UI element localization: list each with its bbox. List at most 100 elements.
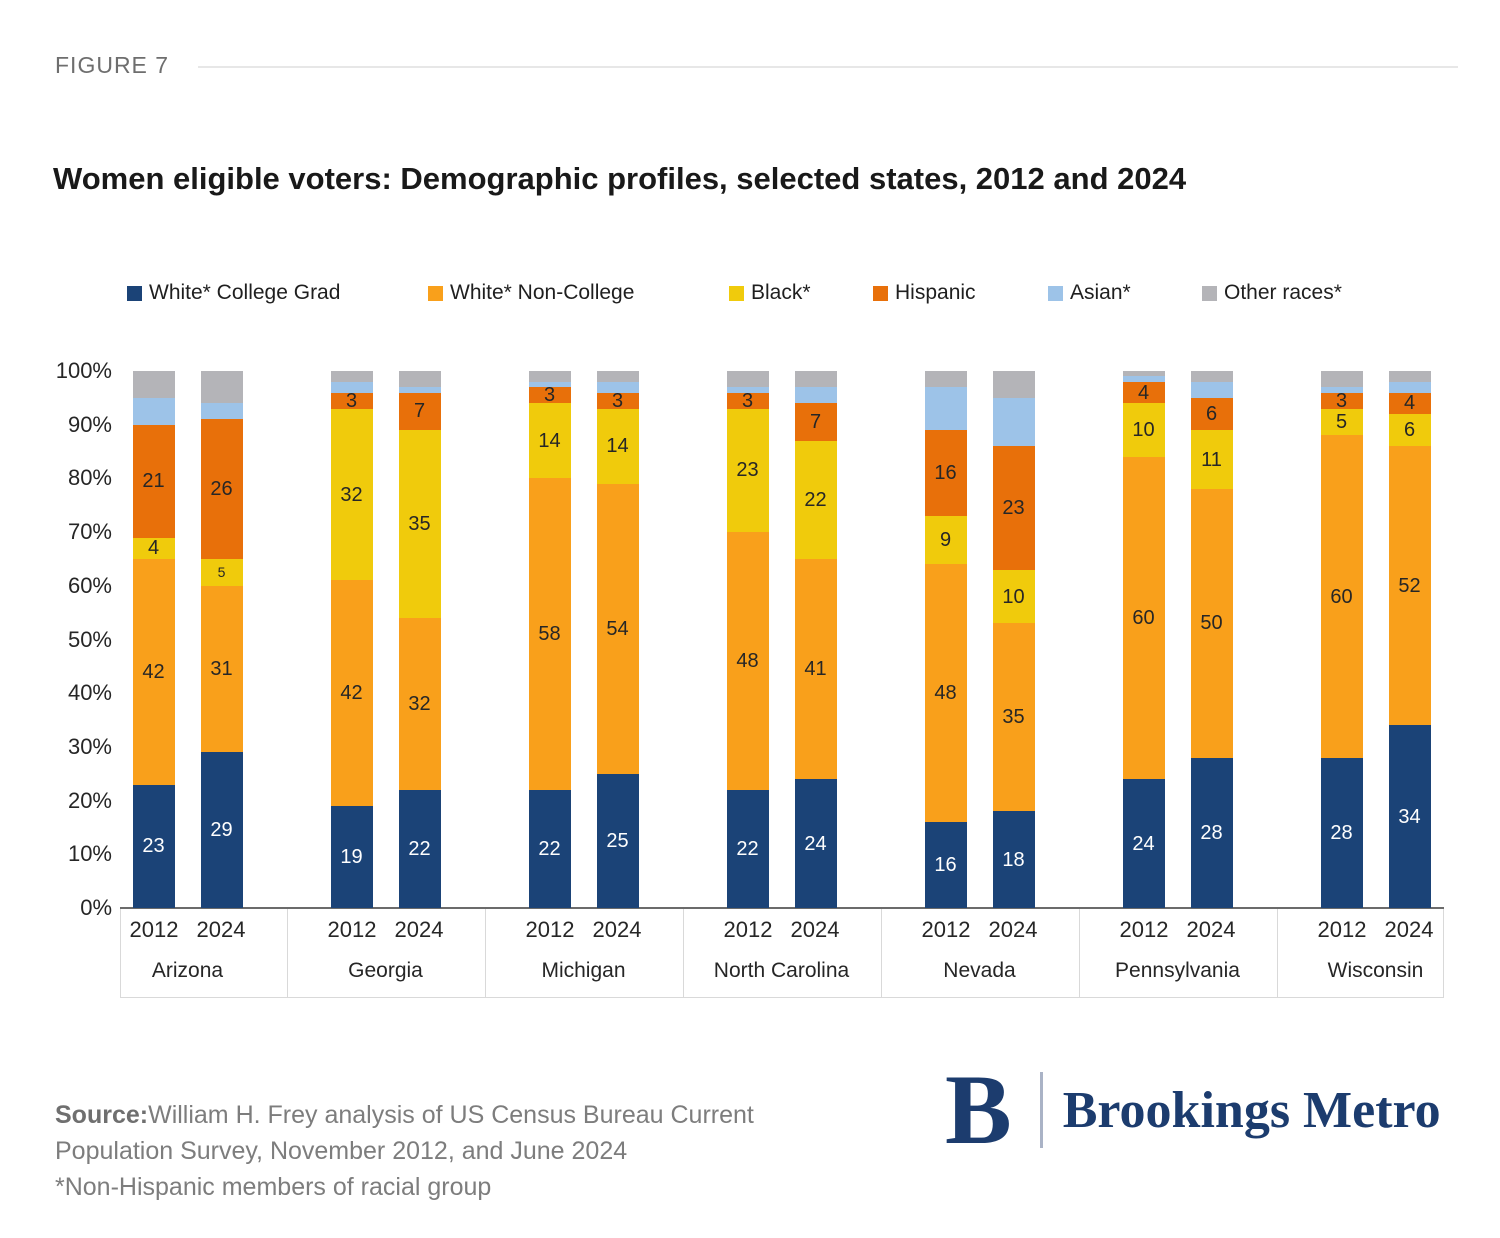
segment-value-label: 3	[611, 389, 624, 412]
segment-value-label: 23	[1002, 496, 1025, 519]
legend-item-black: Black*	[729, 281, 811, 305]
y-axis-tick-label: 70%	[67, 519, 112, 545]
segment-other-races	[330, 371, 373, 382]
segment-other-races	[1190, 371, 1233, 382]
figure-label: FIGURE 7	[55, 52, 170, 78]
y-axis-tick-label: 90%	[67, 411, 112, 437]
x-axis-year-label: 2012	[1317, 917, 1367, 942]
segment-other-races	[1122, 371, 1165, 377]
bar-arizona-2024: 29 31 5 26	[200, 371, 243, 908]
x-axis-year-labels: 2012 2024	[1111, 917, 1245, 943]
segment-black: 5	[1320, 408, 1363, 436]
segment-black: 6	[1388, 413, 1431, 447]
segment-value-label: 7	[809, 411, 822, 434]
segment-asian	[1122, 376, 1165, 382]
segment-hispanic: 26	[200, 419, 243, 559]
segment-black: 5	[200, 558, 243, 586]
x-axis-state-label: Arizona	[151, 959, 224, 982]
segment-asian	[596, 381, 639, 393]
segment-hispanic: 16	[924, 430, 967, 517]
segment-white-non-college: 52	[1388, 446, 1431, 726]
segment-value-label: 3	[741, 389, 754, 412]
segment-black: 9	[924, 516, 967, 565]
segment-white-non-college: 31	[200, 585, 243, 753]
segment-white-college-grad: 28	[1190, 757, 1233, 908]
x-axis-state-label: Pennsylvania	[1115, 959, 1240, 982]
category-separator-line	[1443, 909, 1444, 997]
segment-other-races	[1388, 371, 1431, 382]
segment-white-non-college: 42	[330, 580, 373, 806]
y-axis-tick-label: 20%	[67, 787, 112, 813]
x-axis-year-labels: 2012 2024	[517, 917, 651, 943]
segment-white-non-college: 35	[992, 623, 1035, 812]
segment-white-non-college: 60	[1122, 456, 1165, 780]
logo-b-mark: B	[945, 1054, 1012, 1165]
segment-value-label: 54	[606, 617, 629, 640]
bar-group-pennsylvania: 24 60 10 4 28 50 11 6	[1122, 371, 1233, 908]
bar-wisconsin-2024: 34 52 6 4	[1388, 371, 1431, 908]
x-axis-state-label: Georgia	[348, 959, 423, 982]
legend-item-asian: Asian*	[1048, 281, 1131, 305]
segment-other-races	[1320, 371, 1363, 388]
segment-white-college-grad: 19	[330, 805, 373, 908]
legend-swatch-white-college-grad	[127, 285, 142, 301]
segment-asian	[398, 387, 441, 393]
legend-swatch-black	[729, 285, 744, 301]
bar-michigan-2024: 25 54 14 3	[596, 371, 639, 908]
segment-value-label: 14	[606, 435, 629, 458]
segment-hispanic: 6	[1190, 397, 1233, 431]
segment-asian	[528, 381, 571, 388]
segment-white-college-grad: 22	[398, 789, 441, 908]
bar-michigan-2012: 22 58 14 3	[528, 371, 571, 908]
legend-label: Asian*	[1070, 281, 1131, 304]
segment-black: 35	[398, 430, 441, 619]
segment-value-label: 34	[1398, 805, 1421, 828]
segment-white-college-grad: 16	[924, 822, 967, 908]
segment-black: 4	[132, 537, 175, 560]
category-separator-line	[287, 909, 288, 997]
segment-black: 10	[992, 569, 1035, 624]
x-axis-year-label: 2024	[1186, 917, 1236, 942]
legend-label: Hispanic	[895, 281, 976, 304]
x-axis-year-label: 2012	[525, 917, 575, 942]
segment-white-college-grad: 18	[992, 811, 1035, 908]
segment-white-college-grad: 24	[794, 779, 837, 908]
bar-group-michigan: 22 58 14 3 25 54 14 3	[528, 371, 639, 908]
segment-value-label: 22	[408, 837, 431, 860]
legend-swatch-other-races	[1202, 285, 1217, 301]
x-axis-year-label: 2012	[921, 917, 971, 942]
segment-value-label: 24	[804, 832, 827, 855]
category-separator-line	[1277, 909, 1278, 997]
segment-hispanic: 3	[528, 384, 571, 407]
segment-value-label: 5	[1335, 411, 1348, 434]
segment-value-label: 18	[1002, 848, 1025, 871]
segment-value-label: 50	[1200, 612, 1223, 635]
segment-value-label: 48	[934, 682, 957, 705]
x-axis-year-label: 2024	[1384, 917, 1434, 942]
segment-white-non-college: 41	[794, 558, 837, 780]
legend-label: White* Non-College	[450, 281, 635, 304]
segment-black: 22	[794, 440, 837, 559]
segment-asian	[200, 403, 243, 420]
brookings-metro-logo: B Brookings Metro	[945, 1055, 1441, 1165]
segment-value-label: 26	[210, 478, 233, 501]
segment-asian	[1388, 381, 1431, 393]
segment-value-label: 3	[543, 384, 556, 407]
segment-asian	[1190, 381, 1233, 398]
legend-label: Other races*	[1224, 281, 1342, 304]
segment-value-label: 23	[736, 459, 759, 482]
segment-value-label: 24	[1132, 832, 1155, 855]
segment-other-races	[596, 371, 639, 382]
y-axis-tick-label: 100%	[55, 358, 112, 383]
segment-white-non-college: 42	[132, 558, 175, 785]
x-axis-state-label: Wisconsin	[1327, 959, 1424, 982]
segment-value-label: 6	[1205, 402, 1218, 425]
segment-hispanic: 3	[596, 389, 639, 412]
segment-white-non-college: 58	[528, 478, 571, 790]
logo-wordmark: Brookings Metro	[1062, 1081, 1441, 1139]
bar-wisconsin-2012: 28 60 5 3	[1320, 371, 1363, 908]
segment-value-label: 4	[147, 537, 160, 560]
bar-group-arizona: 23 42 4 21 29 31 5 26	[132, 371, 243, 908]
segment-hispanic: 4	[1122, 381, 1165, 404]
figure-rule	[198, 66, 1458, 68]
